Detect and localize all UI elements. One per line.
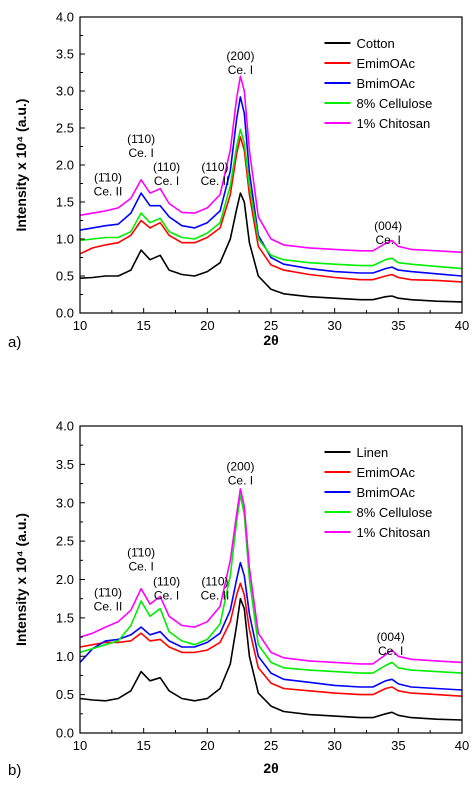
y-tick-label: 0.0 xyxy=(56,726,74,741)
legend-entry: 8% Cellulose xyxy=(356,505,432,520)
peak-annotation: (110) xyxy=(153,160,180,174)
panel-label: b) xyxy=(8,762,21,779)
peak-annotation: (1̄10) xyxy=(127,545,155,559)
legend-entry: BmimOAc xyxy=(356,76,415,91)
peak-annotation: (004) xyxy=(377,630,405,644)
peak-annotation: (1̄10) xyxy=(127,132,155,146)
y-axis-label: Intensity x 10⁴ (a.u.) xyxy=(13,513,29,646)
y-tick-label: 2.5 xyxy=(56,121,74,136)
panel-label: a) xyxy=(8,334,21,351)
x-tick-label: 15 xyxy=(136,738,150,753)
x-tick-label: 20 xyxy=(200,738,214,753)
peak-annotation: Ce. I xyxy=(128,146,153,160)
y-tick-label: 1.0 xyxy=(56,649,74,664)
series-line-emimoac xyxy=(79,582,463,697)
legend-entry: 8% Cellulose xyxy=(356,96,432,111)
legend-entry: 1% Chitosan xyxy=(356,116,430,131)
y-tick-label: 3.5 xyxy=(56,457,74,472)
chart-panel-2: 10 15 20 25 30 35 40 0.0 0.5 1.0 1.5 2.0 2.5 3.0 3.5 4.… xyxy=(8,419,469,780)
legend-entry: Cotton xyxy=(356,36,394,51)
series-line-8-cellulose xyxy=(79,128,463,270)
peak-annotation: Ce. II xyxy=(201,174,230,188)
y-tick-label: 1.5 xyxy=(56,195,74,210)
x-tick-label: 10 xyxy=(73,318,87,333)
y-tick-label: 2.0 xyxy=(56,572,74,587)
y-tick-label: 1.0 xyxy=(56,232,74,247)
series-line-bmimoac xyxy=(79,561,463,691)
legend-entry: EmimOAc xyxy=(356,465,415,480)
peak-annotation: Ce. I xyxy=(128,559,153,573)
peak-annotation: (200) xyxy=(226,49,254,63)
x-tick-label: 30 xyxy=(327,318,341,333)
y-tick-label: 0.5 xyxy=(56,269,74,284)
chart-panel-1: 10 15 20 25 30 35 40 0.0 0.5 1.0 1.5 2.0 2.5 3.0 3.5 4.… xyxy=(8,10,469,352)
y-tick-label: 0.5 xyxy=(56,687,74,702)
y-tick-label: 4.0 xyxy=(56,419,74,434)
y-tick-label: 1.5 xyxy=(56,610,74,625)
legend-entry: BmimOAc xyxy=(356,485,415,500)
x-tick-label: 35 xyxy=(391,318,405,333)
x-tick-label: 20 xyxy=(200,318,214,333)
peak-annotation: Ce. II xyxy=(94,599,123,613)
peak-annotation: (110) xyxy=(201,160,228,174)
peak-annotation: (110) xyxy=(153,575,180,589)
peak-annotation: (110) xyxy=(201,575,228,589)
peak-annotation: Ce. II xyxy=(201,589,230,603)
peak-annotation: (200) xyxy=(226,460,254,474)
x-tick-label: 10 xyxy=(73,738,87,753)
y-tick-label: 0.0 xyxy=(56,306,74,321)
peak-annotation: Ce. II xyxy=(94,184,123,198)
series-line-emimoac xyxy=(79,136,463,283)
y-tick-label: 3.0 xyxy=(56,495,74,510)
y-tick-label: 2.5 xyxy=(56,534,74,549)
peak-annotation: Ce. I xyxy=(228,474,253,488)
series-line-bmimoac xyxy=(79,96,463,277)
legend-entry: Linen xyxy=(356,445,388,460)
series-line-8-cellulose xyxy=(79,494,463,674)
x-tick-label: 25 xyxy=(264,738,278,753)
x-tick-label: 15 xyxy=(136,318,150,333)
legend-entry: EmimOAc xyxy=(356,56,415,71)
series-line-1-chitosan xyxy=(79,75,463,254)
peak-annotation: (1̄10) xyxy=(94,585,122,599)
x-tick-label: 35 xyxy=(391,738,405,753)
x-tick-label: 40 xyxy=(455,738,469,753)
y-tick-label: 2.0 xyxy=(56,158,74,173)
legend-entry: 1% Chitosan xyxy=(356,525,430,540)
x-tick-label: 30 xyxy=(327,738,341,753)
peak-annotation: Ce. I xyxy=(375,233,400,247)
series-line-linen xyxy=(79,597,463,721)
peak-annotation: Ce. I xyxy=(154,174,179,188)
y-tick-label: 4.0 xyxy=(56,10,74,25)
peak-annotation: (1̄10) xyxy=(94,170,122,184)
x-tick-label: 25 xyxy=(264,318,278,333)
x-axis-label: 2θ xyxy=(263,760,278,776)
y-axis-label: Intensity x 10⁴ (a.u.) xyxy=(13,99,29,232)
x-axis-label: 2θ xyxy=(263,332,278,348)
series-line-1-chitosan xyxy=(79,488,463,665)
peak-annotation: Ce. I xyxy=(378,644,403,658)
y-tick-label: 3.0 xyxy=(56,84,74,99)
peak-annotation: (004) xyxy=(374,219,402,233)
peak-annotation: Ce. I xyxy=(154,589,179,603)
y-tick-label: 3.5 xyxy=(56,47,74,62)
series-line-cotton xyxy=(79,192,463,303)
x-tick-label: 40 xyxy=(455,318,469,333)
peak-annotation: Ce. I xyxy=(228,63,253,77)
